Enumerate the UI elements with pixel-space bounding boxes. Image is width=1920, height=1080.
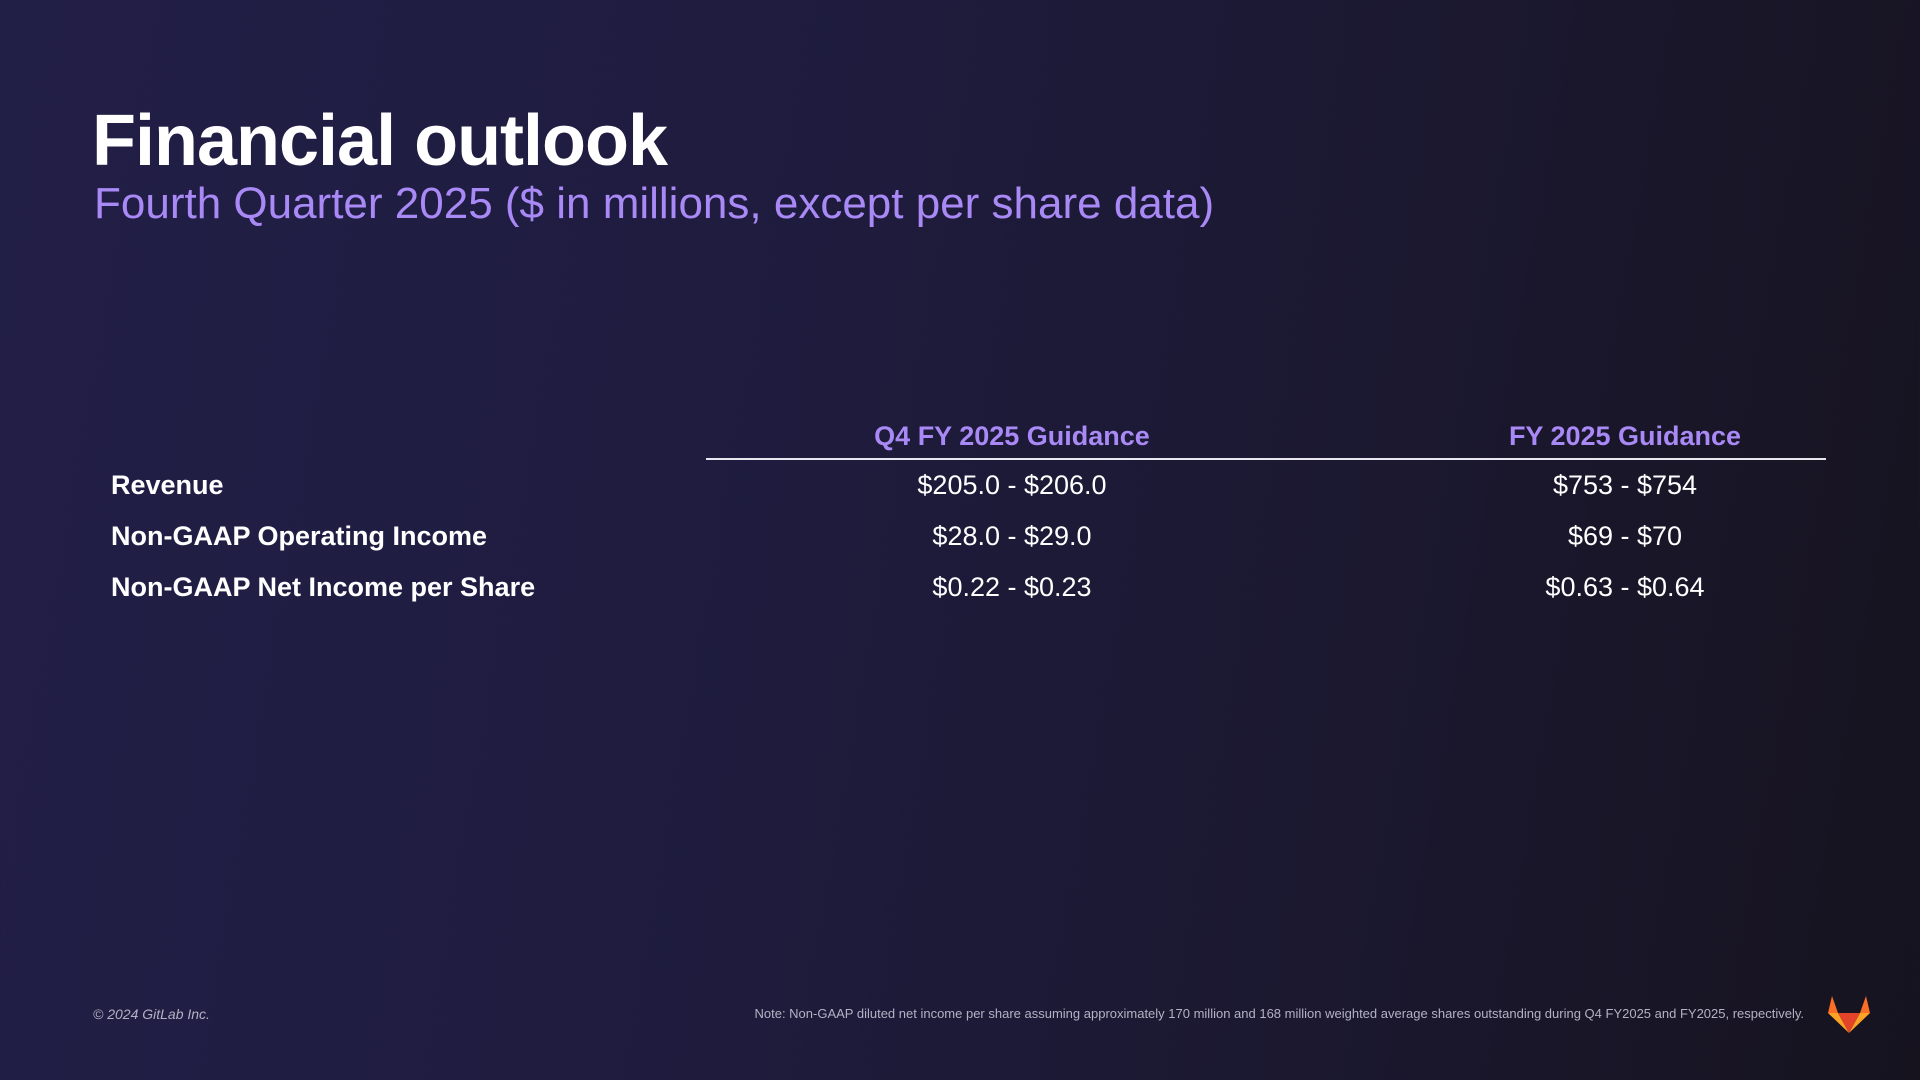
logo-left-ear <box>1828 996 1838 1013</box>
header-divider <box>706 458 1826 460</box>
logo-center <box>1838 1013 1860 1033</box>
row-label: Revenue <box>111 470 224 500</box>
guidance-table: Q4 FY 2025 Guidance FY 2025 Guidance Rev… <box>96 412 1826 613</box>
row-label: Non-GAAP Operating Income <box>111 521 488 551</box>
row-label: Non-GAAP Net Income per Share <box>111 572 536 602</box>
q4-guidance-value: $28.0 - $29.0 <box>932 521 1092 551</box>
column-header-fy-guidance: FY 2025 Guidance <box>1508 421 1742 451</box>
q4-guidance-value: $0.22 - $0.23 <box>932 572 1092 602</box>
column-header-q4-guidance: Q4 FY 2025 Guidance <box>874 421 1150 451</box>
footnote: Note: Non-GAAP diluted net income per sh… <box>754 1006 1804 1021</box>
table-header: Q4 FY 2025 Guidance FY 2025 Guidance <box>96 412 1826 460</box>
table-row-revenue: Revenue $205.0 - $206.0 $753 - $754 <box>96 460 1826 511</box>
q4-guidance-value: $205.0 - $206.0 <box>917 470 1107 500</box>
logo-left-face <box>1828 1013 1849 1033</box>
logo-right-face <box>1849 1013 1870 1033</box>
gitlab-tanuki-icon <box>1828 996 1870 1033</box>
table-row-operating-income: Non-GAAP Operating Income $28.0 - $29.0 … <box>96 511 1826 562</box>
slide-title: Financial outlook <box>92 101 668 181</box>
fy-guidance-value: $69 - $70 <box>1567 521 1683 551</box>
copyright-text: © 2024 GitLab Inc. <box>93 1006 210 1022</box>
fy-guidance-value: $0.63 - $0.64 <box>1545 572 1705 602</box>
logo-right-ear <box>1860 996 1870 1013</box>
fy-guidance-value: $753 - $754 <box>1552 470 1698 500</box>
table-row-net-income-per-share: Non-GAAP Net Income per Share $0.22 - $0… <box>96 562 1826 613</box>
slide-subtitle: Fourth Quarter 2025 ($ in millions, exce… <box>94 179 1215 228</box>
